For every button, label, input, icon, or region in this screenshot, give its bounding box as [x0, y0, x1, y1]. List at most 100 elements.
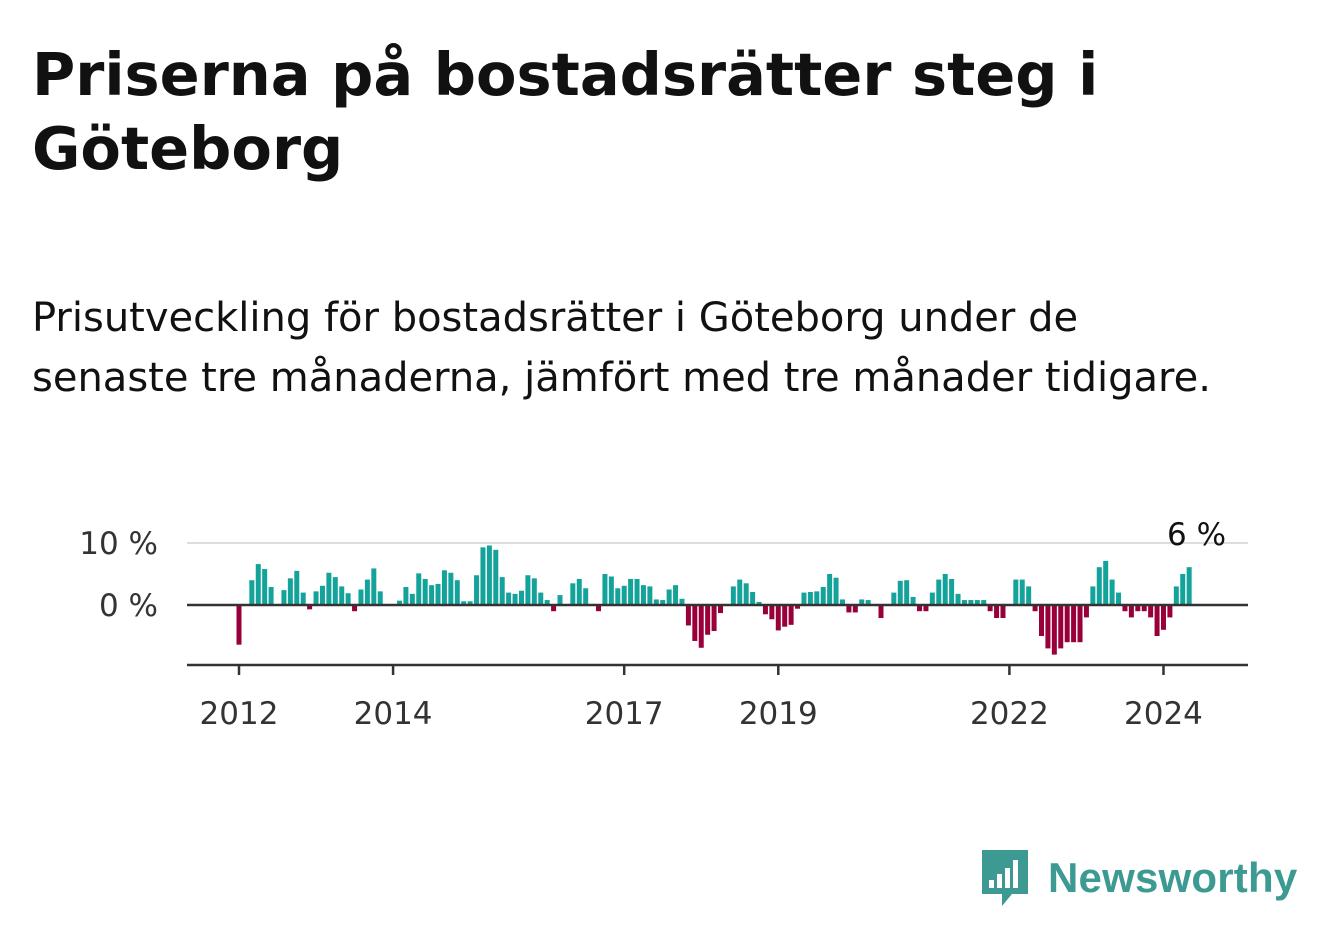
bar: [685, 605, 691, 626]
bar: [294, 570, 300, 605]
bar: [987, 605, 993, 612]
bar: [679, 598, 685, 605]
bar: [1000, 605, 1006, 619]
bar: [608, 576, 614, 605]
bar: [474, 575, 480, 605]
newsworthy-logo-icon: [982, 850, 1028, 906]
bar: [756, 601, 762, 605]
bar: [441, 570, 447, 605]
bar: [371, 568, 377, 605]
bar: [1103, 560, 1109, 605]
bar: [493, 549, 499, 605]
bar: [287, 578, 293, 605]
bar: [538, 592, 544, 605]
bars: [236, 545, 1192, 655]
bar: [448, 572, 454, 605]
bar: [499, 577, 505, 605]
brand-name: Newsworthy: [1048, 854, 1298, 901]
bar: [454, 580, 460, 605]
bar: [1186, 567, 1192, 605]
bar: [942, 574, 948, 605]
bar: [1135, 605, 1141, 612]
bar: [1180, 574, 1186, 605]
bar: [1013, 579, 1019, 605]
axes: [187, 603, 1248, 675]
bar: [461, 601, 467, 605]
bar: [262, 569, 268, 605]
bar: [1116, 592, 1122, 605]
bar: [634, 578, 640, 605]
bar: [1167, 605, 1173, 618]
bar: [994, 605, 1000, 619]
bar: [352, 605, 358, 612]
bar: [904, 580, 910, 605]
bar: [981, 600, 987, 605]
bar: [339, 586, 345, 605]
bar: [628, 578, 634, 605]
bar: [429, 585, 435, 605]
bar: [397, 600, 402, 605]
bar: [326, 572, 332, 605]
bar: [801, 592, 807, 605]
bar: [775, 605, 781, 631]
last-value-annotation: 6 %: [1167, 517, 1226, 553]
bar: [313, 591, 319, 605]
bar: [878, 605, 884, 619]
bar: [570, 583, 576, 605]
bar: [1141, 605, 1147, 612]
bar: [718, 605, 723, 614]
bar: [974, 600, 980, 605]
chart-title: Priserna på bostadsrätter steg i Götebor…: [32, 40, 1099, 183]
bar: [480, 547, 486, 605]
bar: [467, 601, 473, 605]
bar: [653, 599, 659, 605]
bar: [814, 591, 820, 605]
bar: [364, 579, 370, 605]
bar: [917, 605, 923, 612]
bar: [596, 605, 602, 612]
bar: [865, 600, 871, 605]
bar: [544, 600, 550, 605]
x-tick-label: 2022: [970, 696, 1049, 732]
bar: [583, 588, 589, 605]
bar: [961, 600, 967, 605]
y-tick-label: 10 %: [79, 526, 158, 562]
bar: [1083, 605, 1089, 618]
labels: 10 % 0 % 2012 2014 2017 2019 2022 2024 6 %: [79, 517, 1226, 732]
bar: [486, 545, 492, 605]
bar: [249, 580, 255, 605]
y-tick-label: 0 %: [99, 588, 158, 624]
bar: [1051, 605, 1057, 655]
bar: [615, 588, 621, 605]
bar: [1160, 605, 1166, 630]
bar: [518, 590, 524, 605]
bar: [621, 585, 627, 605]
bar: [807, 591, 813, 605]
bar: [833, 577, 839, 605]
bar: [576, 578, 582, 605]
bar: [698, 605, 704, 648]
bar: [743, 583, 749, 605]
bar: [506, 592, 512, 605]
bar: [660, 600, 666, 605]
bar: [531, 578, 537, 605]
bar: [551, 605, 557, 612]
x-tick-label: 2019: [739, 696, 818, 732]
bar: [788, 605, 794, 625]
bar: [281, 590, 287, 605]
bar: [936, 579, 942, 605]
bar: [422, 578, 428, 605]
bar: [300, 592, 306, 605]
bar: [377, 591, 383, 605]
bar: [1148, 605, 1154, 618]
x-tick-label: 2024: [1124, 696, 1203, 732]
bar: [762, 605, 768, 615]
bar: [839, 599, 845, 605]
bar: [1032, 605, 1038, 612]
bar: [403, 587, 409, 605]
bar: [949, 578, 955, 605]
bar: [1058, 605, 1064, 649]
bar: [358, 589, 364, 605]
bar: [416, 573, 422, 605]
bar: [1090, 586, 1096, 605]
